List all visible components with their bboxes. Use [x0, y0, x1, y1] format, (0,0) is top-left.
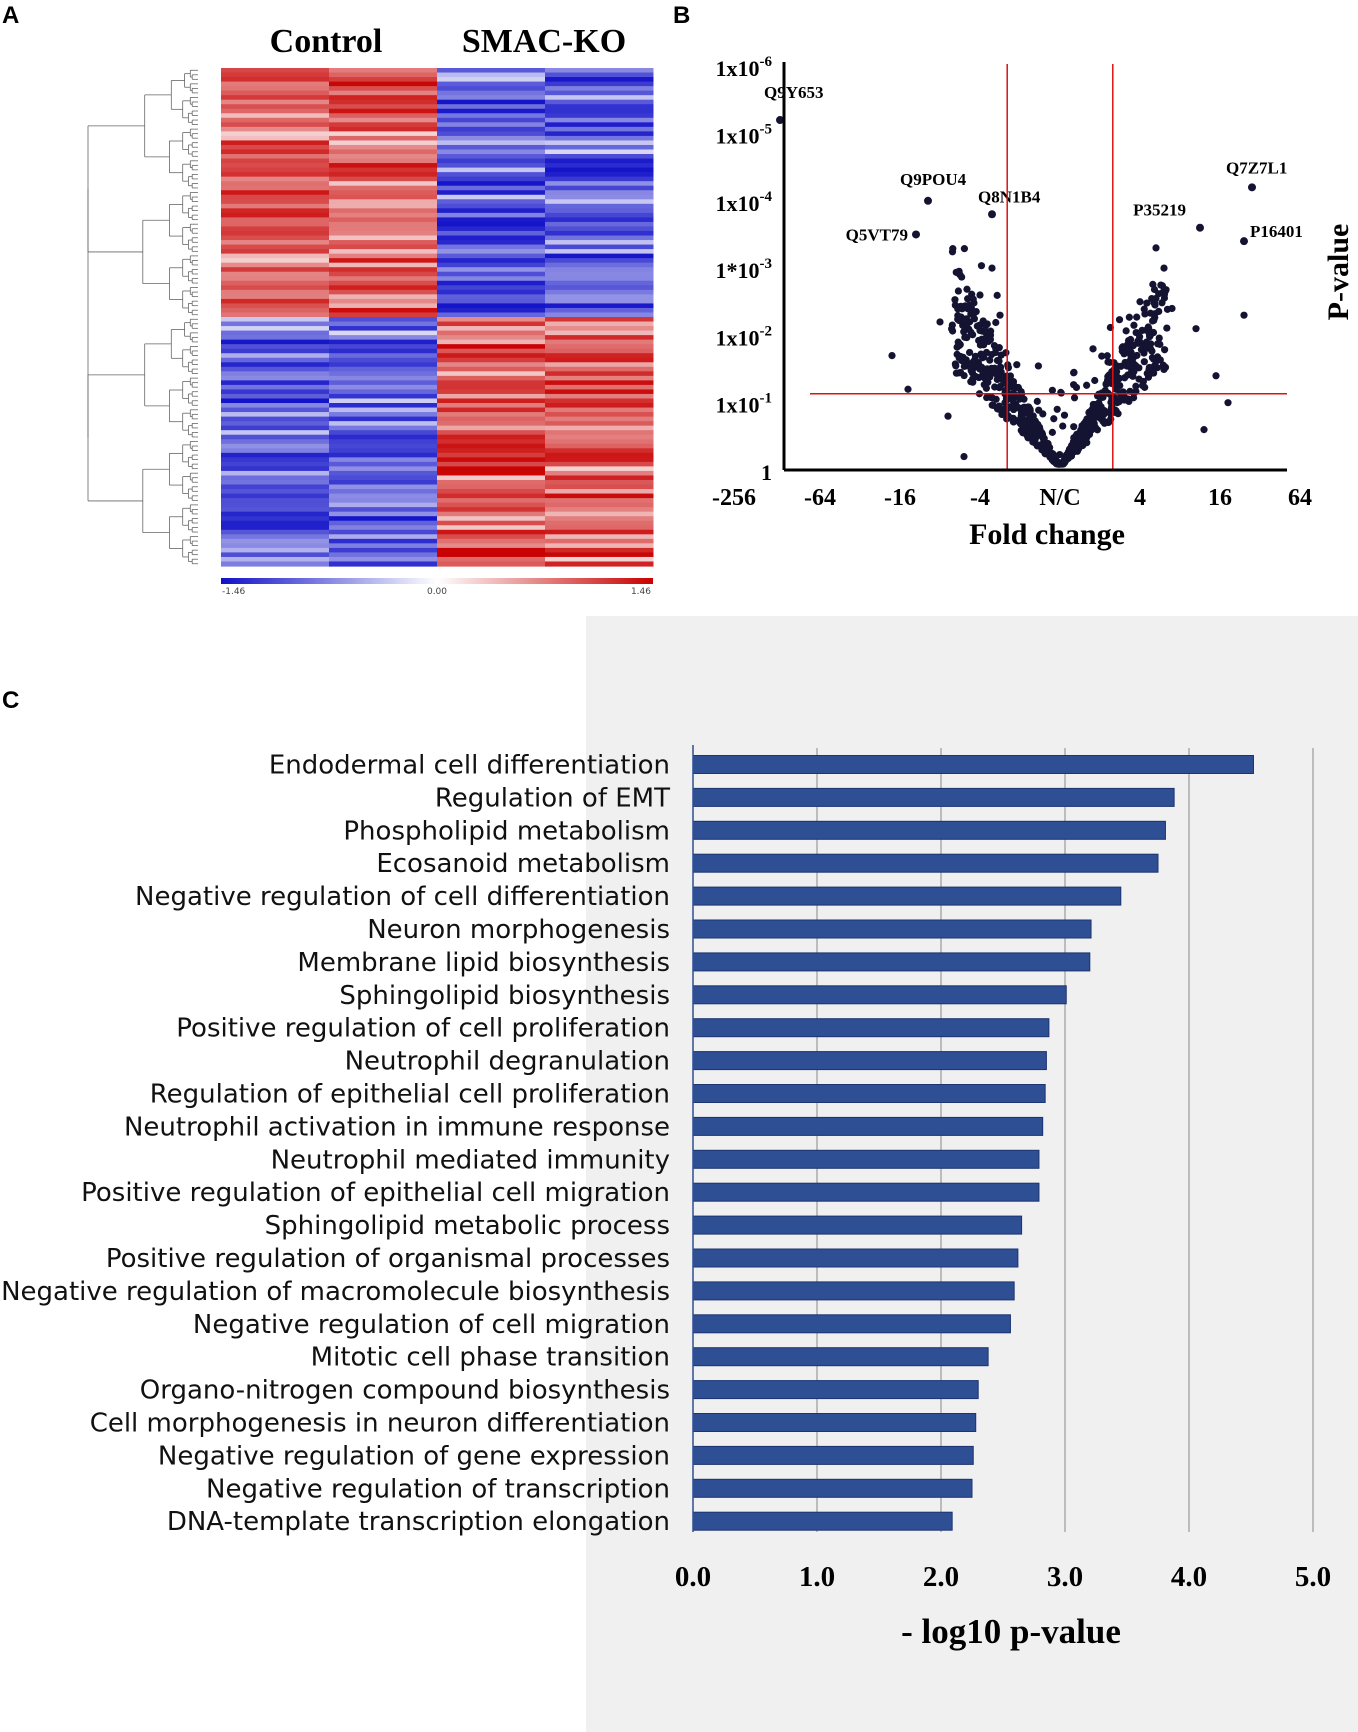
category-label: Negative regulation of cell differentiat…: [135, 882, 670, 912]
category-label: Negative regulation of gene expression: [158, 1441, 670, 1471]
category-label: Negative regulation of macromolecule bio…: [1, 1277, 670, 1307]
x-axis-title: - log10 p-value: [901, 1612, 1121, 1651]
category-label: Positive regulation of organismal proces…: [106, 1244, 670, 1274]
bar: [693, 821, 1165, 839]
bar: [693, 1479, 972, 1497]
category-label: DNA-template transcription elongation: [167, 1507, 670, 1537]
x-tick-label: 3.0: [1047, 1561, 1083, 1593]
enrichment-bar-chart: Endodermal cell differentiationRegulatio…: [0, 0, 1358, 1732]
category-label: Positive regulation of epithelial cell m…: [81, 1178, 670, 1208]
bar: [693, 1381, 978, 1399]
x-tick-label: 0.0: [675, 1561, 711, 1593]
x-tick-labels: 0.0 1.0 2.0 3.0 4.0 5.0: [675, 1561, 1331, 1593]
bar: [693, 920, 1091, 938]
bars: [693, 756, 1253, 1531]
bar: [693, 953, 1090, 971]
bar: [693, 1414, 976, 1432]
bar: [693, 1315, 1010, 1333]
x-tick-label: 2.0: [923, 1561, 959, 1593]
category-label: Mitotic cell phase transition: [311, 1343, 670, 1373]
category-label: Neuron morphogenesis: [367, 915, 670, 945]
bar: [693, 1512, 952, 1530]
category-label: Sphingolipid biosynthesis: [339, 981, 670, 1011]
bar: [693, 1446, 973, 1464]
category-label: Positive regulation of cell proliferatio…: [176, 1014, 670, 1044]
category-label: Ecosanoid metabolism: [376, 849, 670, 879]
category-label: Sphingolipid metabolic process: [265, 1211, 670, 1241]
bar: [693, 1216, 1022, 1234]
category-label: Neutrophil degranulation: [345, 1047, 670, 1077]
category-label: Membrane lipid biosynthesis: [297, 948, 670, 978]
category-label: Neutrophil mediated immunity: [271, 1145, 670, 1175]
category-label: Organo-nitrogen compound biosynthesis: [140, 1376, 670, 1406]
category-label: Neutrophil activation in immune response: [124, 1112, 670, 1142]
bar: [693, 1183, 1039, 1201]
bar: [693, 1019, 1049, 1037]
bar: [693, 756, 1253, 774]
bar: [693, 986, 1066, 1004]
x-tick-label: 4.0: [1171, 1561, 1207, 1593]
bar: [693, 1085, 1045, 1103]
bar: [693, 788, 1174, 806]
bar: [693, 1282, 1014, 1300]
category-label: Cell morphogenesis in neuron differentia…: [90, 1409, 670, 1439]
category-label: Negative regulation of cell migration: [193, 1310, 670, 1340]
category-label: Endodermal cell differentiation: [269, 751, 670, 781]
bar: [693, 854, 1158, 872]
bar: [693, 1249, 1018, 1267]
category-label: Negative regulation of transcription: [206, 1474, 670, 1504]
category-label: Phospholipid metabolism: [343, 816, 670, 846]
bar: [693, 1348, 988, 1366]
bar: [693, 1117, 1043, 1135]
bar: [693, 887, 1121, 905]
category-labels: Endodermal cell differentiationRegulatio…: [1, 751, 670, 1538]
category-label: Regulation of epithelial cell proliferat…: [150, 1080, 670, 1110]
x-tick-label: 1.0: [799, 1561, 835, 1593]
bar: [693, 1052, 1046, 1070]
x-tick-label: 5.0: [1295, 1561, 1331, 1593]
category-label: Regulation of EMT: [435, 783, 670, 813]
bar: [693, 1150, 1039, 1168]
